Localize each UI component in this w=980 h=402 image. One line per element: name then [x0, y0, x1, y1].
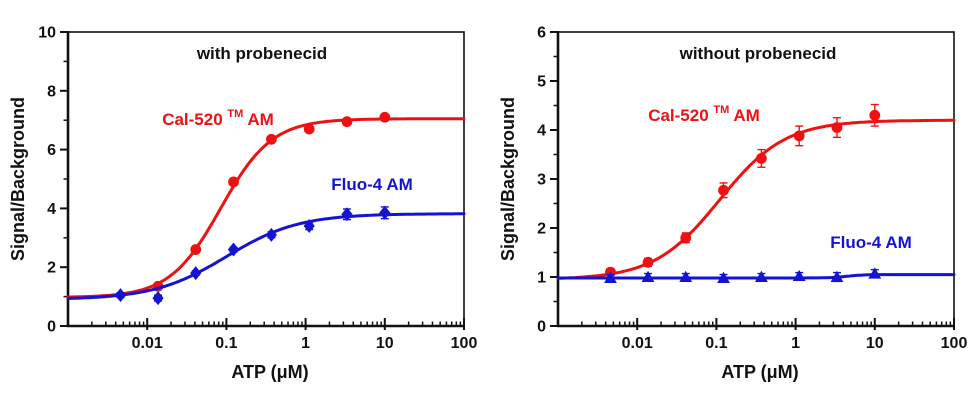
data-point — [830, 270, 844, 282]
x-axis-title: ATP (μM) — [231, 362, 308, 382]
fit-curve-0 — [66, 117, 466, 299]
y-tick-label: 3 — [537, 172, 546, 189]
data-point — [868, 267, 882, 279]
y-axis-title: Signal/Background — [8, 97, 28, 261]
data-point — [869, 109, 881, 121]
x-tick-label: 0.01 — [132, 335, 163, 352]
y-tick-label: 6 — [47, 142, 56, 159]
data-point — [265, 227, 278, 242]
x-tick-label: 0.1 — [705, 335, 727, 352]
chart-with-probenecid: 0.01 0.1 1 10 100 0 2 4 6 8 10 ATP (μM) Signal/Backg… — [8, 25, 478, 383]
data-point — [642, 256, 654, 268]
y-tick-label: 2 — [537, 221, 546, 238]
panel-title: without probenecid — [679, 44, 837, 63]
data-point — [755, 270, 768, 282]
y-tick-label: 4 — [537, 123, 546, 140]
x-tick-label: 1 — [301, 335, 310, 352]
data-point — [717, 271, 730, 283]
x-tick-label: 100 — [941, 335, 968, 352]
y-tick-label: 0 — [47, 319, 56, 336]
data-point — [680, 232, 692, 244]
x-tick-label: 0.01 — [622, 335, 653, 352]
data-point — [190, 266, 202, 281]
y-tick-label: 8 — [47, 83, 56, 100]
y-tick-label: 5 — [537, 74, 546, 91]
data-point — [793, 130, 805, 142]
data-point — [718, 184, 729, 196]
series-label: Fluo-4 AM — [830, 233, 912, 252]
data-point — [641, 270, 655, 282]
y-tick-label: 10 — [38, 25, 56, 42]
data-point — [303, 219, 315, 234]
data-point — [266, 133, 277, 145]
data-point — [303, 123, 315, 135]
data-point — [228, 176, 239, 188]
fit-curve-1 — [66, 212, 466, 300]
data-point — [190, 244, 202, 255]
data-point — [379, 205, 391, 220]
series-label: Fluo-4 AM — [331, 175, 413, 194]
y-tick-label: 4 — [47, 201, 56, 218]
data-point — [604, 271, 617, 283]
data-point — [114, 288, 127, 303]
chart-without-probenecid: 0.01 0.1 1 10 100 0 1 2 3 4 5 6 ATP (μM) Signal/Backg… — [498, 25, 968, 383]
data-point — [679, 270, 693, 282]
data-point — [792, 269, 806, 282]
x-tick-label: 10 — [866, 335, 884, 352]
data-point — [379, 111, 391, 123]
y-tick-label: 2 — [47, 260, 56, 277]
data-point — [756, 153, 767, 164]
fit-curve-0 — [556, 118, 956, 280]
data-point — [341, 207, 353, 222]
x-axis-title: ATP (μM) — [721, 362, 798, 382]
data-point — [227, 242, 240, 257]
x-tick-label: 10 — [376, 335, 394, 352]
data-point — [341, 116, 353, 128]
series-label: Cal-520 TM AM — [648, 104, 760, 125]
y-tick-label: 6 — [537, 25, 546, 42]
data-point — [152, 291, 164, 306]
series-label: Cal-520 TM AM — [162, 108, 274, 129]
y-tick-label: 0 — [537, 319, 546, 336]
y-axis-title: Signal/Background — [498, 97, 518, 261]
panel-title: with probenecid — [196, 44, 327, 63]
x-tick-label: 1 — [791, 335, 800, 352]
fit-curve-1 — [556, 273, 956, 280]
data-point — [831, 122, 843, 133]
y-tick-label: 1 — [537, 270, 546, 287]
x-tick-label: 100 — [451, 335, 478, 352]
x-tick-label: 0.1 — [215, 335, 237, 352]
